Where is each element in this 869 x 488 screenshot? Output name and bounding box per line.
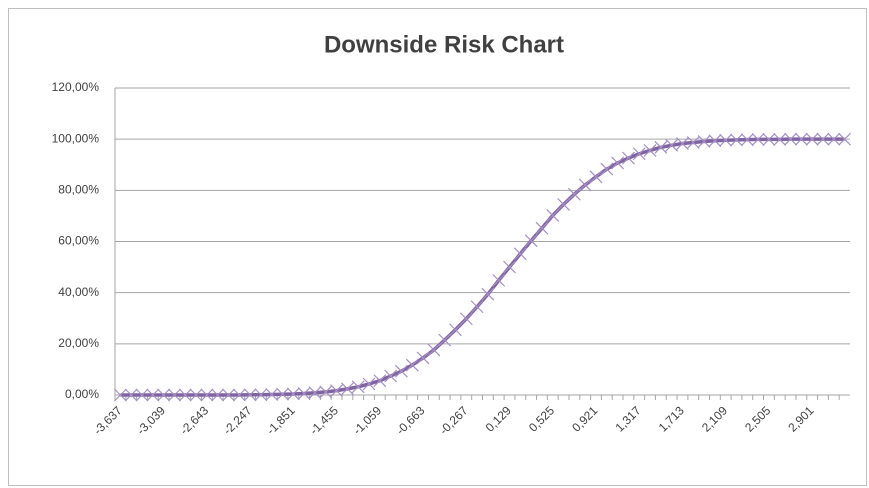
point-marker bbox=[427, 343, 441, 357]
point-marker bbox=[762, 132, 776, 146]
point-marker bbox=[827, 132, 841, 146]
point-marker bbox=[816, 132, 830, 146]
point-marker bbox=[146, 388, 160, 402]
point-marker bbox=[243, 388, 257, 402]
point-marker bbox=[135, 388, 149, 402]
point-marker bbox=[600, 162, 614, 176]
y-tick-label: 120,00% bbox=[52, 80, 100, 94]
point-marker bbox=[676, 137, 689, 150]
point-marker bbox=[232, 388, 246, 402]
point-marker bbox=[557, 197, 570, 211]
point-marker bbox=[459, 312, 473, 326]
point-marker bbox=[513, 247, 527, 261]
series-line bbox=[120, 137, 845, 397]
point-marker bbox=[719, 133, 733, 147]
point-marker bbox=[297, 387, 311, 400]
point-marker bbox=[794, 132, 808, 146]
point-marker bbox=[222, 388, 235, 402]
y-tick-label: 40,00% bbox=[58, 285, 99, 299]
point-marker bbox=[384, 369, 398, 383]
point-marker bbox=[362, 377, 376, 391]
point-marker bbox=[546, 208, 560, 222]
point-marker bbox=[578, 178, 592, 192]
y-tick-label: 60,00% bbox=[58, 234, 99, 248]
y-tick-label: 80,00% bbox=[58, 183, 99, 197]
point-marker bbox=[200, 388, 214, 402]
point-marker bbox=[567, 187, 581, 201]
point-marker bbox=[708, 134, 722, 148]
point-marker bbox=[805, 132, 819, 146]
chart-border bbox=[8, 8, 867, 486]
point-marker bbox=[503, 260, 516, 274]
point-marker bbox=[535, 221, 549, 235]
point-marker bbox=[524, 234, 538, 248]
point-marker bbox=[838, 132, 852, 146]
y-tick-label: 20,00% bbox=[58, 336, 99, 350]
point-marker bbox=[481, 287, 495, 301]
point-marker bbox=[611, 156, 625, 170]
point-marker bbox=[470, 300, 484, 314]
point-marker bbox=[189, 388, 203, 402]
point-marker bbox=[113, 388, 127, 402]
point-marker bbox=[730, 133, 743, 147]
point-marker bbox=[178, 388, 192, 402]
y-tick-label: 0,00% bbox=[65, 387, 99, 401]
chart-title: Downside Risk Chart bbox=[324, 31, 564, 58]
point-marker bbox=[351, 380, 365, 394]
point-marker bbox=[405, 358, 419, 372]
point-marker bbox=[654, 140, 668, 154]
point-marker bbox=[211, 388, 225, 402]
point-marker bbox=[157, 388, 171, 402]
point-marker bbox=[621, 151, 635, 165]
point-marker bbox=[492, 273, 506, 287]
point-marker bbox=[751, 132, 765, 146]
point-marker bbox=[319, 385, 333, 399]
point-marker bbox=[632, 147, 646, 161]
point-marker bbox=[276, 387, 289, 401]
point-marker bbox=[686, 136, 700, 149]
point-marker bbox=[286, 387, 300, 401]
point-marker bbox=[438, 333, 452, 347]
point-marker bbox=[784, 132, 797, 146]
point-marker bbox=[395, 364, 408, 378]
point-marker bbox=[665, 138, 679, 152]
point-marker bbox=[697, 135, 711, 148]
point-marker bbox=[254, 388, 268, 402]
point-marker bbox=[449, 323, 462, 337]
point-marker bbox=[773, 132, 787, 146]
point-marker bbox=[740, 133, 754, 147]
y-tick-label: 100,00% bbox=[52, 131, 100, 145]
point-marker bbox=[340, 382, 354, 396]
point-marker bbox=[308, 386, 322, 400]
point-marker bbox=[330, 384, 344, 398]
point-marker bbox=[124, 388, 138, 402]
point-marker bbox=[168, 388, 181, 402]
point-marker bbox=[373, 374, 387, 388]
point-marker bbox=[416, 351, 430, 365]
point-marker bbox=[643, 143, 657, 157]
point-marker bbox=[589, 170, 603, 184]
point-marker bbox=[265, 388, 279, 401]
